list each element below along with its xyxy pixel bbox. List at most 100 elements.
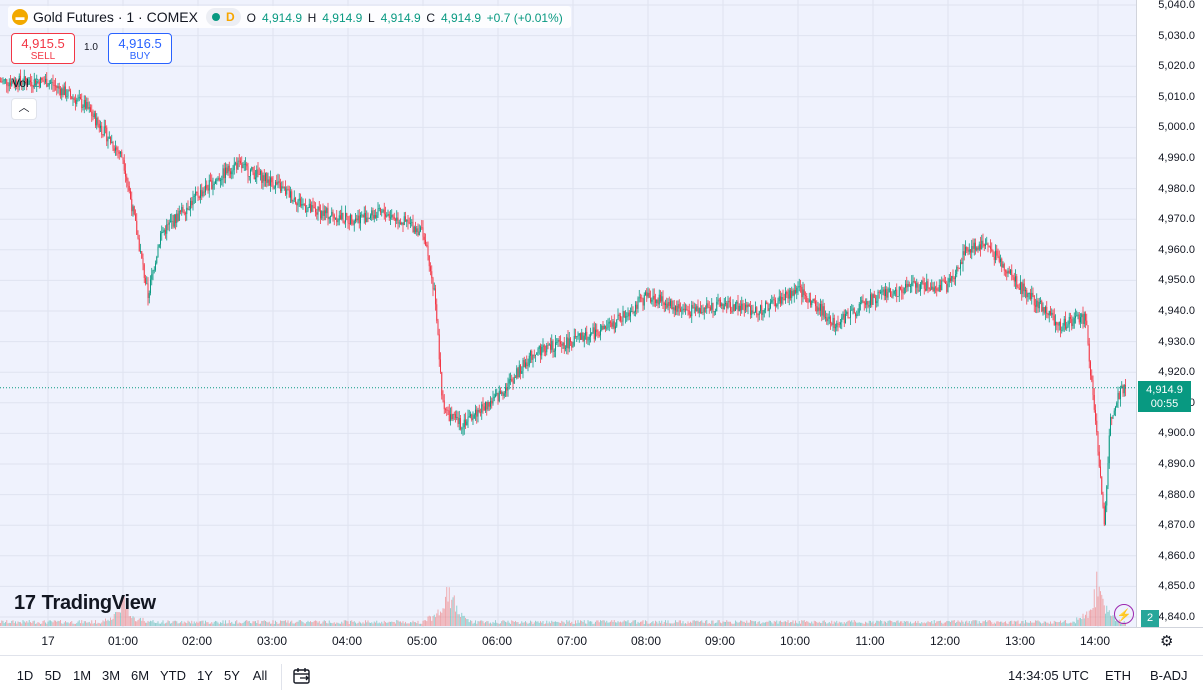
candle-body xyxy=(1053,315,1055,326)
candle-body xyxy=(561,343,563,346)
candle-body xyxy=(136,220,138,235)
collapse-legend-button[interactable]: ︿ xyxy=(11,98,37,120)
time-axis[interactable]: 17 01:00 02:00 03:00 04:00 05:00 06:00 07:00 08:… xyxy=(0,627,1203,655)
volume-bar xyxy=(42,620,44,626)
price-axis-label: 4,990.0 xyxy=(1158,152,1195,164)
volume-bar xyxy=(526,622,528,626)
candle-body xyxy=(710,307,711,310)
volume-bar xyxy=(85,621,86,626)
range-button-1d[interactable]: 1D xyxy=(16,668,34,683)
lightning-icon[interactable]: ⚡ xyxy=(1114,604,1134,624)
volume-bar xyxy=(590,621,591,626)
volume-bar xyxy=(88,621,90,626)
candle-body xyxy=(77,98,79,100)
volume-bar xyxy=(790,622,791,626)
volume-bar xyxy=(878,621,880,626)
sell-button[interactable]: 4,915.5 SELL xyxy=(11,33,75,64)
volume-bar xyxy=(501,621,503,626)
candle-body xyxy=(691,305,693,317)
candle-body xyxy=(1006,271,1008,274)
candle-body xyxy=(57,86,59,88)
candle-body xyxy=(857,312,859,315)
volume-bar xyxy=(402,621,404,626)
candle-body xyxy=(102,134,104,136)
volume-bar xyxy=(682,621,684,626)
volume-bar xyxy=(180,622,181,626)
candle-body xyxy=(870,294,871,306)
volume-bar xyxy=(120,612,121,626)
volume-bar xyxy=(316,620,318,626)
volume-bar xyxy=(298,620,300,626)
range-button-5d[interactable]: 5D xyxy=(44,668,62,683)
volume-bar xyxy=(227,623,229,626)
candle-body xyxy=(788,290,790,299)
candle-body xyxy=(408,222,410,224)
volume-bar xyxy=(582,622,584,626)
candle-body xyxy=(772,299,774,301)
candle-body xyxy=(912,281,914,283)
candle-body xyxy=(258,174,260,175)
candle-body xyxy=(293,197,295,200)
utc-clock[interactable]: 14:34:05 UTC xyxy=(1008,668,1089,683)
candle-body xyxy=(1078,314,1080,323)
price-axis-label: 4,930.0 xyxy=(1158,335,1195,348)
candle-body xyxy=(1030,293,1031,300)
candle-body xyxy=(682,308,684,311)
tradingview-logo[interactable]: 17 TradingView xyxy=(14,592,156,615)
volume-bar xyxy=(688,623,690,626)
volume-legend[interactable]: Vol 2 xyxy=(12,76,39,90)
volume-bar xyxy=(356,623,358,626)
volume-bar xyxy=(57,620,59,626)
candle-body xyxy=(607,323,609,328)
gear-icon[interactable]: ⚙ xyxy=(1160,633,1174,650)
volume-bar xyxy=(730,621,731,626)
buy-button[interactable]: 4,916.5 BUY xyxy=(108,33,172,64)
candle-body xyxy=(301,203,303,206)
adjustment-toggle[interactable]: B-ADJ xyxy=(1150,668,1188,683)
volume-bar xyxy=(863,623,865,626)
candle-body xyxy=(373,215,375,219)
volume-bar xyxy=(652,621,654,626)
range-button-5y[interactable]: 5Y xyxy=(224,668,240,683)
range-button-6m[interactable]: 6M xyxy=(130,668,150,683)
candle-body xyxy=(1045,306,1046,313)
volume-bar xyxy=(1041,623,1043,626)
volume-bar xyxy=(285,620,286,626)
session-toggle[interactable]: ETH xyxy=(1105,668,1131,683)
candle-body xyxy=(272,182,274,188)
volume-bar xyxy=(253,621,255,626)
candle-body xyxy=(121,151,123,158)
range-button-1y[interactable]: 1Y xyxy=(197,668,213,683)
volume-bar xyxy=(937,621,939,626)
candle-body xyxy=(743,309,745,311)
candle-body xyxy=(886,289,888,298)
price-chart[interactable] xyxy=(0,0,1136,627)
symbol-title[interactable]: Gold Futures · 1 · COMEX xyxy=(33,9,198,25)
candle-body xyxy=(143,264,145,278)
calendar-goto-icon[interactable] xyxy=(292,666,312,686)
time-axis-label: 08:00 xyxy=(630,634,662,648)
price-axis[interactable]: 5,040.0 5,030.0 5,020.0 5,010.0 5,000.0 4,990… xyxy=(1136,0,1203,627)
range-button-1m[interactable]: 1M xyxy=(72,668,92,683)
volume-bar xyxy=(1103,605,1105,626)
candle-body xyxy=(491,400,493,404)
candle-body xyxy=(948,278,950,283)
candle-body xyxy=(876,301,878,304)
volume-bar xyxy=(572,623,574,626)
candle-body xyxy=(112,142,114,149)
candle-body xyxy=(647,292,649,297)
candle-body xyxy=(641,297,643,299)
volume-bar xyxy=(670,623,671,626)
market-status-pill[interactable]: D xyxy=(205,8,241,26)
range-button-ytd[interactable]: YTD xyxy=(160,668,186,683)
range-button-all[interactable]: All xyxy=(252,668,268,683)
candle-body xyxy=(115,147,116,151)
volume-bar xyxy=(502,620,504,626)
volume-bar xyxy=(461,612,463,626)
candle-body xyxy=(1091,375,1093,381)
candle-body xyxy=(552,340,554,352)
range-button-3m[interactable]: 3M xyxy=(101,668,121,683)
volume-bar xyxy=(401,622,403,626)
candle-body xyxy=(742,303,744,310)
